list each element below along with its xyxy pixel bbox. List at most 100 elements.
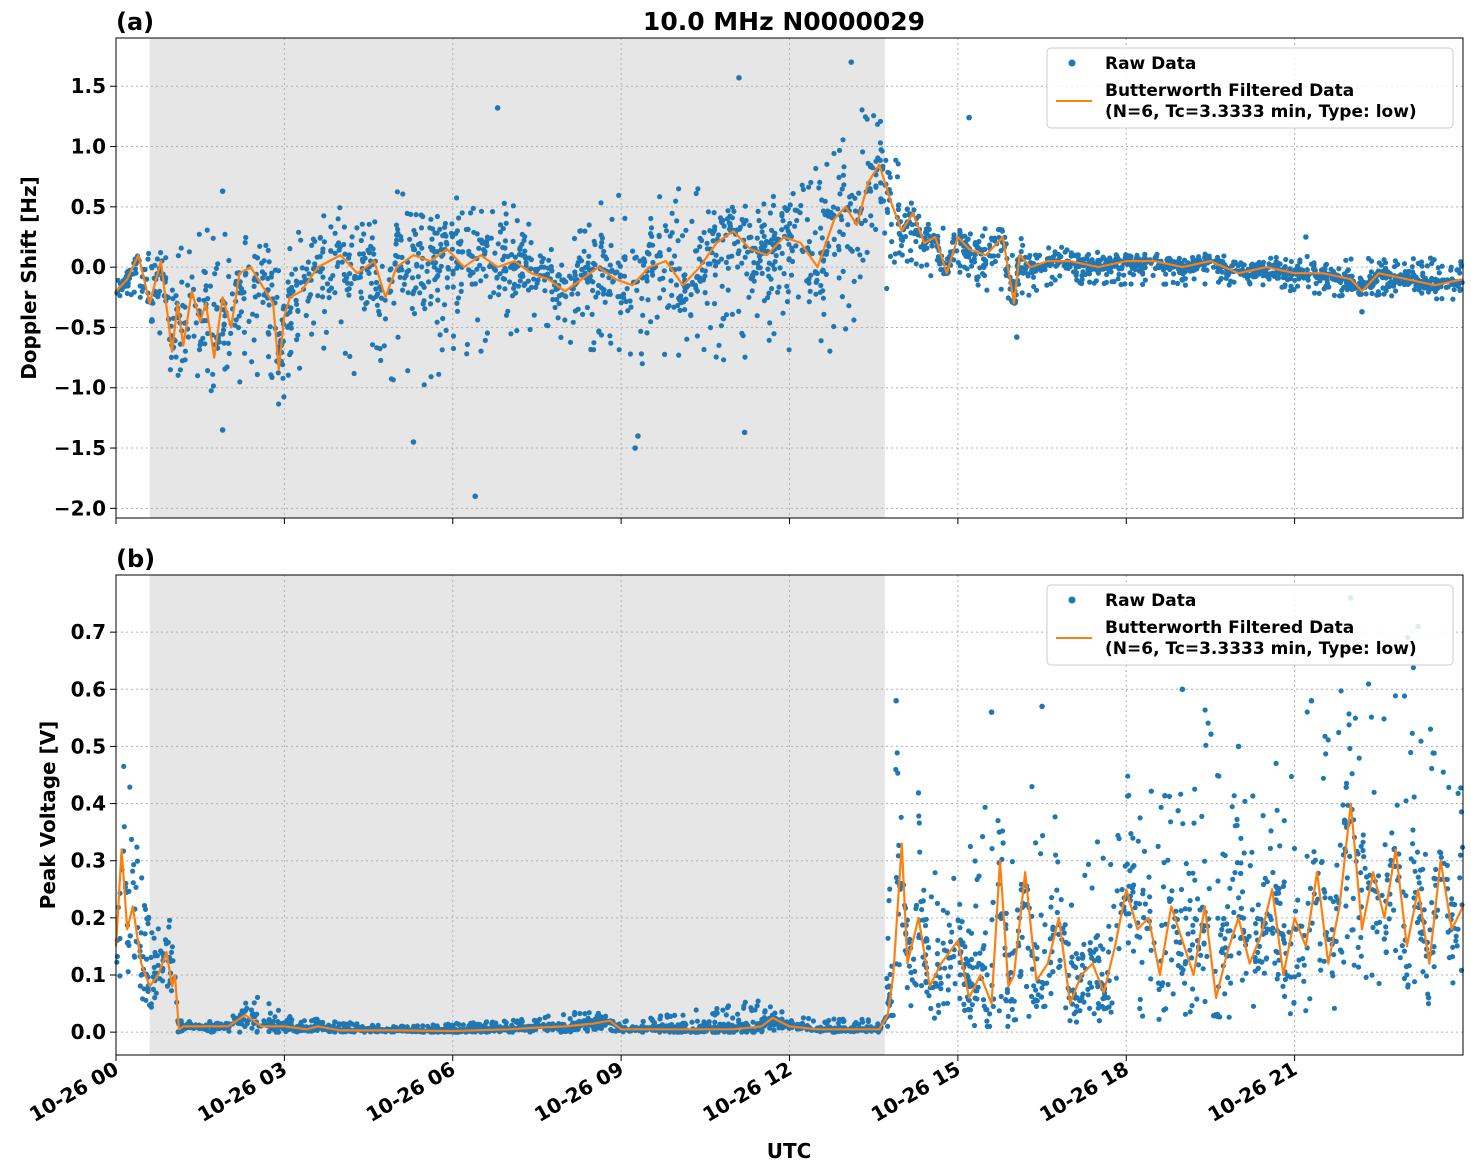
- raw-point: [280, 362, 286, 368]
- raw-point: [755, 998, 761, 1004]
- raw-point: [1405, 984, 1411, 990]
- raw-point: [538, 264, 544, 270]
- raw-point: [1368, 714, 1375, 720]
- raw-point: [1429, 765, 1435, 772]
- raw-point: [1073, 951, 1079, 957]
- raw-point: [1413, 282, 1419, 288]
- raw-point: [191, 333, 197, 339]
- raw-point: [1140, 891, 1146, 897]
- raw-point: [500, 244, 506, 251]
- raw-point: [148, 954, 154, 961]
- raw-point: [1189, 1003, 1195, 1009]
- raw-point: [894, 174, 901, 180]
- raw-point: [1133, 900, 1139, 906]
- raw-point: [281, 303, 287, 309]
- raw-point: [364, 300, 370, 306]
- raw-point: [608, 1027, 614, 1033]
- raw-point: [276, 1029, 282, 1035]
- raw-point: [1275, 263, 1281, 269]
- raw-point: [917, 849, 923, 855]
- raw-point: [495, 241, 501, 247]
- raw-point: [143, 956, 150, 962]
- raw-point: [1127, 923, 1133, 929]
- raw-point: [884, 206, 890, 212]
- raw-point: [1232, 870, 1238, 876]
- raw-point: [415, 250, 422, 256]
- raw-point: [1349, 771, 1355, 777]
- raw-point: [1362, 865, 1368, 871]
- raw-point: [533, 284, 539, 290]
- raw-point: [1065, 265, 1071, 271]
- raw-point: [511, 281, 518, 287]
- raw-point: [1409, 730, 1415, 736]
- raw-point: [895, 202, 902, 208]
- raw-point: [1344, 875, 1350, 881]
- raw-outlier-point: [1014, 334, 1020, 340]
- raw-point: [1260, 273, 1266, 279]
- raw-point: [830, 204, 837, 210]
- raw-point: [617, 293, 623, 300]
- raw-point: [662, 223, 669, 229]
- raw-point: [371, 251, 377, 257]
- raw-point: [1134, 933, 1140, 939]
- raw-point: [980, 997, 987, 1003]
- raw-point: [982, 226, 988, 232]
- raw-point: [399, 254, 405, 260]
- raw-point: [1026, 1013, 1032, 1019]
- raw-point: [1190, 922, 1196, 928]
- raw-point: [496, 292, 502, 298]
- raw-point: [751, 269, 757, 275]
- raw-point: [682, 288, 688, 294]
- raw-point: [438, 246, 444, 252]
- raw-point: [1453, 933, 1459, 939]
- raw-point: [369, 342, 376, 348]
- raw-point: [984, 287, 990, 293]
- raw-point: [1075, 956, 1081, 962]
- raw-point: [628, 304, 634, 310]
- raw-point: [450, 345, 457, 352]
- raw-point: [1435, 285, 1441, 291]
- raw-point: [341, 224, 347, 230]
- raw-point: [373, 279, 380, 286]
- raw-point: [933, 983, 939, 989]
- raw-point: [142, 931, 148, 937]
- raw-point: [560, 1012, 567, 1018]
- raw-point: [599, 272, 606, 278]
- raw-point: [1034, 255, 1040, 261]
- raw-point: [1282, 940, 1288, 946]
- raw-point: [1085, 251, 1092, 258]
- raw-point: [512, 254, 519, 260]
- raw-point: [263, 242, 269, 248]
- raw-point: [502, 286, 508, 292]
- raw-point: [766, 337, 772, 343]
- raw-point: [790, 191, 796, 197]
- raw-point: [747, 222, 753, 228]
- raw-point: [582, 1011, 588, 1017]
- raw-point: [1206, 886, 1212, 892]
- raw-point: [1292, 277, 1298, 283]
- raw-point: [546, 257, 552, 263]
- raw-point: [532, 266, 538, 273]
- raw-point: [599, 239, 605, 246]
- raw-point: [581, 248, 587, 254]
- raw-point: [1443, 284, 1449, 290]
- raw-point: [1307, 885, 1314, 892]
- raw-point: [250, 1012, 256, 1018]
- raw-point: [575, 259, 581, 266]
- raw-point: [974, 274, 980, 280]
- raw-point: [1311, 260, 1317, 266]
- raw-point: [1057, 273, 1063, 279]
- raw-point: [712, 263, 719, 269]
- raw-point: [648, 215, 654, 222]
- raw-point: [265, 275, 271, 282]
- raw-point: [226, 350, 232, 357]
- raw-point: [702, 290, 708, 296]
- raw-point: [1283, 256, 1289, 263]
- raw-point: [438, 241, 444, 247]
- raw-point: [1343, 257, 1349, 263]
- raw-point: [281, 394, 287, 400]
- raw-point: [800, 186, 807, 193]
- raw-point: [1236, 950, 1242, 956]
- raw-point: [1239, 889, 1246, 895]
- raw-point: [1410, 256, 1416, 262]
